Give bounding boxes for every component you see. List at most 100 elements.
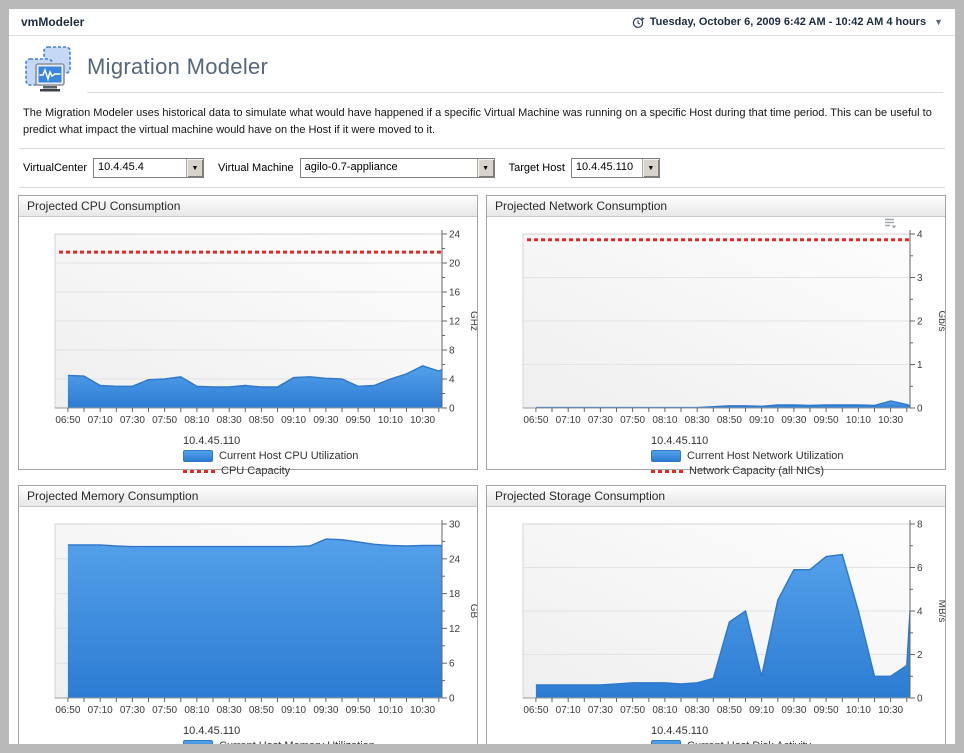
svg-text:0: 0 (917, 404, 923, 415)
chart-legend: 10.4.45.110 Current Host Network Utiliza… (651, 435, 945, 477)
cpu-chart-container: 0 4 8 12 16 20 24 GHz 06:50 07:10 07:30 07:50 08:10 0… (19, 217, 479, 477)
time-range-label: Tuesday, October 6, 2009 6:42 AM - 10:42… (649, 16, 927, 28)
chart-legend: 10.4.45.110 Current Host Memory Utilizat… (183, 725, 477, 744)
svg-text:20: 20 (449, 259, 461, 270)
legend-series-item: Current Host Memory Utilization (183, 740, 477, 744)
svg-text:08:30: 08:30 (685, 705, 710, 716)
svg-text:06:50: 06:50 (523, 705, 548, 716)
series-swatch (651, 450, 681, 462)
target-host-select[interactable]: 10.4.45.110 ▼ (570, 158, 660, 178)
svg-text:2: 2 (917, 317, 923, 328)
dropdown-button[interactable]: ▼ (476, 159, 494, 177)
svg-text:06:50: 06:50 (55, 705, 80, 716)
capacity-label: CPU Capacity (221, 465, 291, 477)
svg-text:8: 8 (449, 346, 455, 357)
svg-text:07:50: 07:50 (620, 415, 645, 426)
svg-text:Gb/s: Gb/s (936, 310, 945, 331)
legend-host-label: 10.4.45.110 (183, 725, 241, 737)
legend-series-item: Current Host Network Utilization (651, 450, 945, 462)
svg-text:08:30: 08:30 (217, 705, 242, 716)
cpu-consumption-panel: Projected CPU Consumption 0 4 8 12 16 20 24 GHz… (18, 195, 479, 477)
storage-chart: 0 2 4 6 8 MB/s 06:50 07:10 07:30 07:50 08:10 08:30 0… (522, 520, 947, 716)
chart-menu-icon[interactable] (884, 218, 897, 230)
svg-text:09:50: 09:50 (814, 415, 839, 426)
top-bar: vmModeler Tuesday, October 6, 2009 6:42 … (9, 9, 955, 36)
legend-host-label: 10.4.45.110 (651, 435, 709, 447)
virtualcenter-select[interactable]: 10.4.45.4 ▼ (93, 158, 204, 178)
svg-text:30: 30 (449, 520, 461, 531)
cpu-chart: 0 4 8 12 16 20 24 GHz 06:50 07:10 07:30 07:50 08:10 0… (54, 230, 479, 426)
svg-text:07:10: 07:10 (88, 705, 113, 716)
svg-text:07:50: 07:50 (152, 415, 177, 426)
svg-text:09:10: 09:10 (281, 705, 306, 716)
svg-text:1: 1 (917, 360, 923, 371)
series-label: Current Host CPU Utilization (219, 450, 359, 462)
memory-consumption-panel: Projected Memory Consumption 0 6 12 18 24 30 G… (18, 485, 479, 744)
svg-text:08:10: 08:10 (184, 415, 209, 426)
page: vmModeler Tuesday, October 6, 2009 6:42 … (9, 9, 955, 744)
svg-text:09:30: 09:30 (781, 415, 806, 426)
svg-text:08:30: 08:30 (685, 415, 710, 426)
virtual-machine-select[interactable]: agilo-0.7-appliance ▼ (299, 158, 495, 178)
svg-text:09:30: 09:30 (313, 705, 338, 716)
svg-text:06:50: 06:50 (523, 415, 548, 426)
svg-text:10:10: 10:10 (378, 415, 403, 426)
network-chart: 0 1 2 3 4 Gb/s 06:50 07:10 07:30 07:50 08:10 08:30 0… (522, 230, 947, 426)
dropdown-arrow-icon: ▼ (482, 164, 490, 172)
svg-text:16: 16 (449, 288, 461, 299)
svg-text:12: 12 (449, 317, 461, 328)
memory-chart-container: 0 6 12 18 24 30 GB 06:50 07:10 07:30 07:50 08:10 08:… (19, 507, 479, 744)
filter-bar: VirtualCenter 10.4.45.4 ▼ Virtual Machin… (23, 158, 941, 178)
app-title: vmModeler (21, 15, 85, 29)
charts-grid: Projected CPU Consumption 0 4 8 12 16 20 24 GHz… (18, 195, 947, 744)
svg-text:08:50: 08:50 (249, 705, 274, 716)
svg-text:10:30: 10:30 (410, 705, 435, 716)
svg-text:07:10: 07:10 (88, 415, 113, 426)
svg-text:09:10: 09:10 (749, 415, 774, 426)
svg-text:07:10: 07:10 (556, 705, 581, 716)
page-description: The Migration Modeler uses historical da… (23, 107, 932, 136)
svg-text:18: 18 (449, 589, 461, 600)
svg-text:12: 12 (449, 624, 461, 635)
svg-text:6: 6 (917, 563, 923, 574)
svg-text:4: 4 (917, 607, 923, 618)
time-range-selector[interactable]: Tuesday, October 6, 2009 6:42 AM - 10:42… (632, 16, 943, 29)
page-title: Migration Modeler (87, 54, 269, 79)
svg-text:4: 4 (917, 230, 923, 241)
svg-text:24: 24 (449, 554, 461, 565)
svg-text:0: 0 (917, 694, 923, 705)
dropdown-button[interactable]: ▼ (641, 159, 659, 177)
chart-legend: 10.4.45.110 Current Host Disk Activity (651, 725, 945, 744)
capacity-swatch (183, 469, 215, 473)
legend-host-label: 10.4.45.110 (651, 725, 709, 737)
svg-text:10:10: 10:10 (846, 705, 871, 716)
series-swatch (651, 740, 681, 744)
panel-title: Projected Network Consumption (487, 196, 945, 217)
legend-capacity-item: CPU Capacity (183, 465, 477, 477)
svg-text:07:50: 07:50 (152, 705, 177, 716)
panel-title: Projected CPU Consumption (19, 196, 477, 217)
svg-text:08:10: 08:10 (652, 415, 677, 426)
svg-text:4: 4 (449, 375, 455, 386)
divider (19, 148, 945, 149)
svg-text:MB/s: MB/s (936, 600, 945, 623)
svg-text:08:50: 08:50 (717, 705, 742, 716)
network-consumption-panel: Projected Network Consumption 0 1 2 3 4 Gb/s 0… (486, 195, 947, 477)
svg-text:07:30: 07:30 (588, 415, 613, 426)
series-label: Current Host Memory Utilization (219, 740, 375, 744)
svg-text:06:50: 06:50 (55, 415, 80, 426)
chevron-down-icon: ▼ (934, 17, 943, 27)
svg-text:6: 6 (449, 659, 455, 670)
svg-text:GHz: GHz (468, 311, 477, 331)
network-chart-container: 0 1 2 3 4 Gb/s 06:50 07:10 07:30 07:50 08:10 08:30 0… (487, 217, 947, 477)
series-label: Current Host Network Utilization (687, 450, 844, 462)
panel-title: Projected Storage Consumption (487, 486, 945, 507)
svg-text:09:10: 09:10 (749, 705, 774, 716)
dropdown-arrow-icon: ▼ (647, 164, 655, 172)
svg-text:09:10: 09:10 (281, 415, 306, 426)
dropdown-button[interactable]: ▼ (186, 159, 203, 177)
svg-text:08:50: 08:50 (249, 415, 274, 426)
title-row: Migration Modeler (23, 44, 943, 93)
svg-text:09:30: 09:30 (313, 415, 338, 426)
svg-text:07:50: 07:50 (620, 705, 645, 716)
